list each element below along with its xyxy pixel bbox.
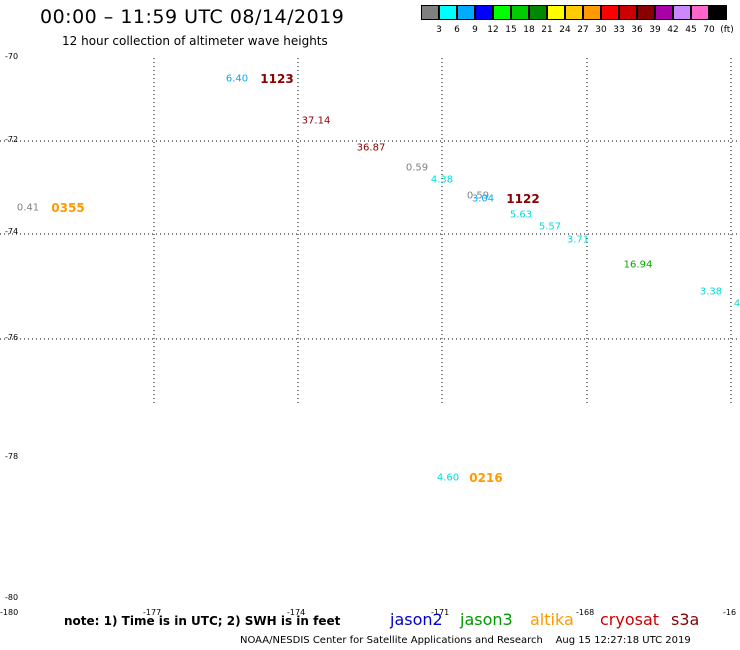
- scale-label: 3: [436, 25, 442, 35]
- lat-label: -80: [5, 593, 19, 602]
- scale-label: 21: [541, 25, 553, 35]
- scale-swatch: [493, 5, 511, 20]
- scale-label: 30: [595, 25, 607, 35]
- wave-height-label: 3.04: [471, 193, 495, 205]
- wave-height-label: 3.38: [699, 286, 723, 298]
- scale-swatch: [529, 5, 547, 20]
- lon-label: -174: [287, 608, 306, 617]
- lon-label: -16: [723, 608, 737, 617]
- wave-height-label: 16.94: [623, 259, 653, 271]
- scale-swatch: [547, 5, 565, 20]
- wave-height-label: 0.41: [16, 202, 40, 214]
- wave-height-label: 4: [733, 298, 740, 310]
- lat-label: -76: [5, 333, 19, 342]
- legend-s3a: s3a: [671, 610, 700, 629]
- scale-swatch: [601, 5, 619, 20]
- lat-label: -78: [5, 452, 19, 461]
- scale-label: 33: [613, 25, 625, 35]
- units-note: note: 1) Time is in UTC; 2) SWH is in fe…: [64, 614, 341, 628]
- lon-label: -180: [0, 608, 19, 617]
- scale-swatch: [475, 5, 493, 20]
- scale-label: 12: [487, 25, 499, 35]
- scale-label: 15: [505, 25, 517, 35]
- legend-jason2: jason2: [390, 610, 443, 629]
- pass-time-label: 0355: [51, 201, 85, 215]
- credit-line: NOAA/NESDIS Center for Satellite Applica…: [240, 635, 691, 646]
- map-title: 00:00 – 11:59 UTC 08/14/2019: [40, 6, 345, 28]
- scale-swatch: [691, 5, 709, 20]
- lon-label: -177: [143, 608, 162, 617]
- wave-height-label: 0.59: [405, 162, 429, 174]
- scale-swatch: [565, 5, 583, 20]
- legend-cryosat: cryosat: [600, 610, 660, 629]
- scale-swatch: [421, 5, 439, 20]
- scale-swatch: [511, 5, 529, 20]
- lat-label: -72: [5, 135, 19, 144]
- scale-swatch: [619, 5, 637, 20]
- pass-time-label: 0216: [469, 471, 503, 485]
- scale-swatch: [457, 5, 475, 20]
- scale-label: 27: [577, 25, 589, 35]
- wave-height-label: 4.60: [436, 472, 460, 484]
- scale-label: 9: [472, 25, 478, 35]
- wave-height-label: 3.71: [566, 234, 590, 246]
- scale-label: 45: [685, 25, 697, 35]
- scale-swatch: [583, 5, 601, 20]
- wave-height-label: 37.14: [301, 115, 331, 127]
- wave-height-label: 4.38: [430, 174, 454, 186]
- lon-label: -168: [576, 608, 595, 617]
- scale-label: 70: [703, 25, 715, 35]
- pass-time-label: 1122: [506, 192, 540, 206]
- scale-swatch: [655, 5, 673, 20]
- scale-swatch: [673, 5, 691, 20]
- scale-swatch: [637, 5, 655, 20]
- wave-height-label: 0.59: [466, 190, 490, 202]
- wave-height-label: 5.63: [509, 209, 533, 221]
- pass-time-label: 1123: [260, 72, 294, 86]
- wave-height-label: 6.40: [225, 73, 249, 85]
- scale-label: 36: [631, 25, 643, 35]
- scale-label: 6: [454, 25, 460, 35]
- map-subtitle: 12 hour collection of altimeter wave hei…: [62, 34, 328, 48]
- legend-altika: altika: [530, 610, 574, 629]
- lat-label: -74: [5, 227, 19, 236]
- scale-label: 39: [649, 25, 661, 35]
- wave-height-label: 5.57: [538, 221, 562, 233]
- scale-label: 42: [667, 25, 679, 35]
- lat-label: -70: [5, 52, 19, 61]
- scale-unit: (ft): [720, 25, 734, 35]
- scale-label: 24: [559, 25, 571, 35]
- lon-label: -171: [431, 608, 450, 617]
- scale-swatch: [439, 5, 457, 20]
- scale-label: 18: [523, 25, 535, 35]
- scale-swatch: [709, 5, 727, 20]
- legend-jason3: jason3: [460, 610, 513, 629]
- wave-height-label: 36.87: [356, 142, 386, 154]
